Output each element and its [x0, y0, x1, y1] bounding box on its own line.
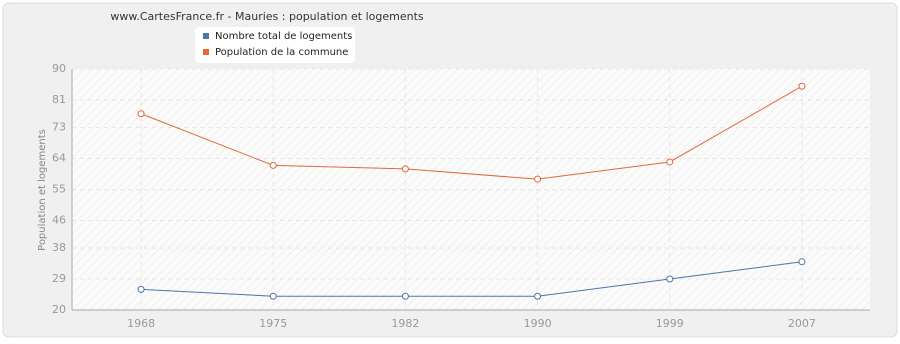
legend-label: Nombre total de logements — [215, 31, 352, 42]
point — [137, 110, 145, 118]
y-tick-label: 46 — [52, 213, 66, 226]
y-tick-label: 64 — [52, 152, 66, 165]
legend — [195, 27, 355, 63]
legend-swatch — [203, 49, 209, 55]
series-line — [140, 85, 803, 180]
y-tick-label: 55 — [52, 183, 66, 196]
y-tick-label: 73 — [52, 121, 66, 134]
point — [269, 161, 277, 169]
x-tick-label: 1975 — [259, 317, 287, 330]
legend-swatch — [203, 33, 209, 39]
point — [666, 158, 674, 166]
legend-label: Population de la commune — [215, 47, 348, 58]
point — [534, 175, 542, 183]
x-tick-label: 2007 — [788, 317, 816, 330]
point — [798, 82, 806, 90]
plot-area — [72, 69, 870, 310]
y-tick-label: 38 — [52, 241, 66, 254]
x-tick-label: 1982 — [391, 317, 419, 330]
point — [401, 165, 409, 173]
point — [401, 292, 409, 300]
y-tick-label: 20 — [52, 303, 66, 316]
point — [666, 275, 674, 283]
x-tick-label: 1990 — [524, 317, 552, 330]
x-tick-label: 1968 — [127, 317, 155, 330]
y-axis-label: Population et logements — [37, 129, 48, 251]
y-tick-label: 29 — [52, 272, 66, 285]
y-tick-label: 90 — [52, 62, 66, 75]
point — [269, 292, 277, 300]
point — [137, 285, 145, 293]
series-line — [141, 261, 802, 297]
point — [534, 292, 542, 300]
chart-title: www.CartesFrance.fr - Mauries : populati… — [110, 10, 424, 23]
point — [798, 258, 806, 266]
y-tick-label: 81 — [52, 93, 66, 106]
x-tick-label: 1999 — [656, 317, 684, 330]
